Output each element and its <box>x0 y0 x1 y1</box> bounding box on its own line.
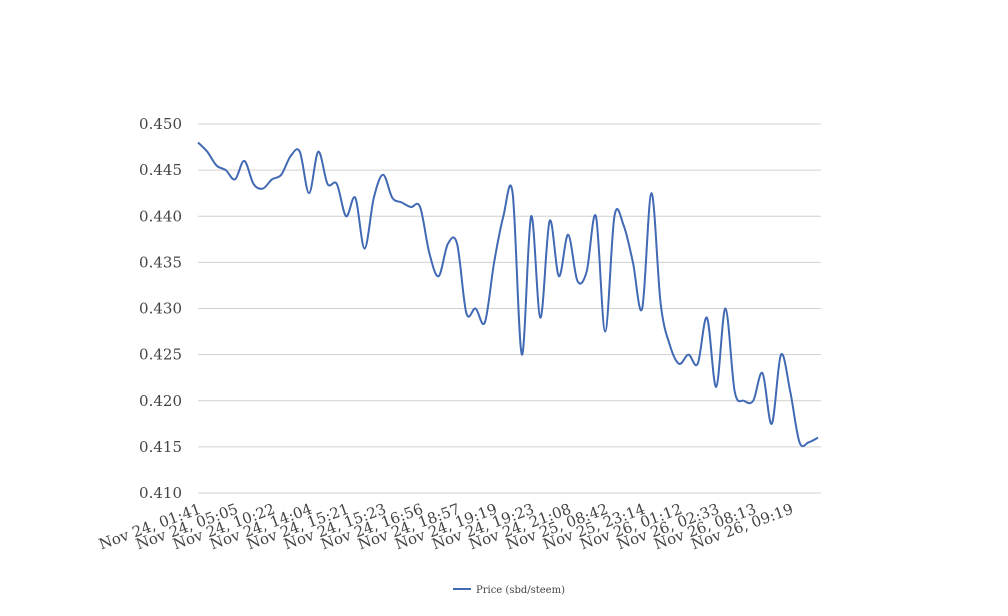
legend-label: Price (sbd/steem) <box>476 585 565 596</box>
y-tick-label: 0.430 <box>139 300 182 318</box>
y-tick-label: 0.420 <box>139 392 182 410</box>
y-tick-label: 0.435 <box>139 253 182 271</box>
y-tick-label: 0.445 <box>139 161 182 179</box>
y-tick-label: 0.425 <box>139 346 182 364</box>
y-tick-label: 0.410 <box>139 484 182 502</box>
y-tick-label: 0.450 <box>139 115 182 133</box>
y-tick-label: 0.415 <box>139 438 182 456</box>
price-line <box>197 141 819 448</box>
y-tick-label: 0.440 <box>139 207 182 225</box>
